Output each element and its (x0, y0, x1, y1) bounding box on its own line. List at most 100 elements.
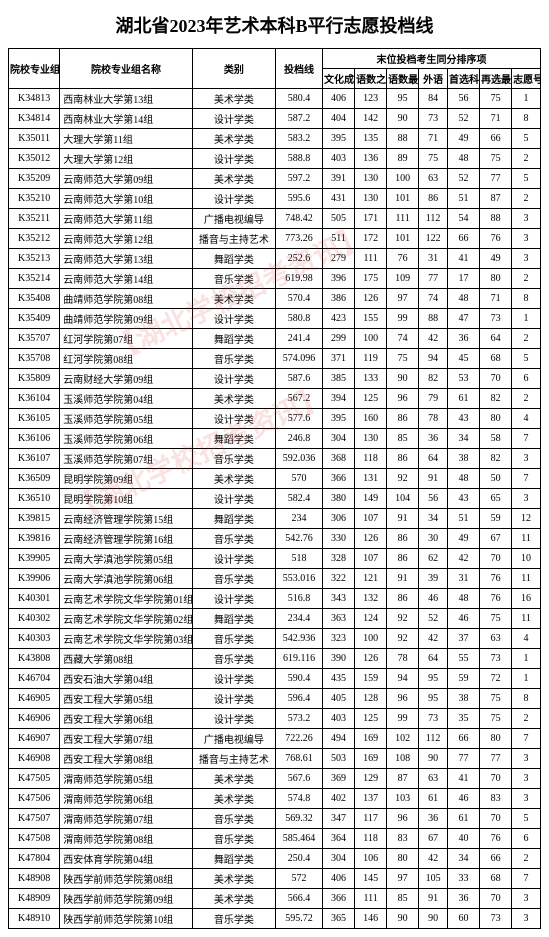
cell: 567.2 (276, 389, 323, 409)
cell: 70 (480, 809, 512, 829)
cell: 88 (480, 209, 512, 229)
cell: 77 (419, 269, 448, 289)
cell: 播音与主持艺术 (192, 229, 275, 249)
cell: 70 (480, 369, 512, 389)
cell: K46906 (9, 709, 60, 729)
cell: K46704 (9, 669, 60, 689)
cell: K35708 (9, 349, 60, 369)
cell: 设计学类 (192, 109, 275, 129)
cell: 设计学类 (192, 589, 275, 609)
cell: 117 (355, 809, 387, 829)
cell: K35809 (9, 369, 60, 389)
cell: 111 (387, 209, 419, 229)
table-row: K35708红河学院第08组音乐学类574.096371119759445685 (9, 349, 541, 369)
cell: K47508 (9, 829, 60, 849)
cell: 76 (480, 829, 512, 849)
cell: 402 (323, 789, 355, 809)
page-wrap: 湖北省2023年艺术本科B平行志愿投档线 【湖北学校招考资讯】 【湖北学校招考资… (8, 12, 541, 929)
cell: 73 (419, 709, 448, 729)
cell: 108 (387, 749, 419, 769)
table-row: K39906云南大学滇池学院第06组音乐学类553.01632212191393… (9, 569, 541, 589)
cell: 36 (448, 329, 480, 349)
cell: 76 (480, 589, 512, 609)
cell: 设计学类 (192, 549, 275, 569)
table-row: K40302云南艺术学院文华学院第02组舞蹈学类234.436312492524… (9, 609, 541, 629)
cell: 107 (355, 549, 387, 569)
cell: 美术学类 (192, 789, 275, 809)
cell: 2 (512, 849, 541, 869)
cell: 46 (448, 789, 480, 809)
cell: 16 (512, 589, 541, 609)
cell: 83 (387, 829, 419, 849)
cell: 124 (355, 609, 387, 629)
cell: 567.6 (276, 769, 323, 789)
cell: K35707 (9, 329, 60, 349)
cell: 8 (512, 289, 541, 309)
cell: 76 (480, 569, 512, 589)
table-row: K35011大理大学第11组美术学类583.2395135887149665 (9, 129, 541, 149)
table-row: K35214云南师范大学第14组音乐学类619.9839617510977178… (9, 269, 541, 289)
cell: 343 (323, 589, 355, 609)
cell: 50 (480, 469, 512, 489)
cell: 美术学类 (192, 469, 275, 489)
cell: 128 (355, 689, 387, 709)
table-row: K48909陕西学前师范学院第09组美术学类566.43661118591367… (9, 889, 541, 909)
cell: 77 (448, 749, 480, 769)
cell: 71 (419, 129, 448, 149)
cell: 42 (448, 549, 480, 569)
cell: 518 (276, 549, 323, 569)
table-row: K47506渭南师范学院第06组美术学类574.8402137103614683… (9, 789, 541, 809)
cell: 580.4 (276, 89, 323, 109)
cell: 41 (448, 249, 480, 269)
cell: 37 (448, 629, 480, 649)
cell: 8 (512, 109, 541, 129)
cell: 103 (387, 789, 419, 809)
cell: 4 (512, 409, 541, 429)
th-zx: 再选最高 (480, 69, 512, 89)
cell: 299 (323, 329, 355, 349)
cell: 玉溪师范学院第07组 (60, 449, 192, 469)
cell: 406 (323, 89, 355, 109)
cell: 舞蹈学类 (192, 429, 275, 449)
cell: 135 (355, 129, 387, 149)
cell: K35409 (9, 309, 60, 329)
cell: 386 (323, 289, 355, 309)
cell: 582.4 (276, 489, 323, 509)
cell: 42 (419, 849, 448, 869)
cell: 97 (387, 869, 419, 889)
table-row: K36107玉溪师范学院第07组音乐学类592.0363681188664388… (9, 449, 541, 469)
cell: 云南师范大学第11组 (60, 209, 192, 229)
cell: K46907 (9, 729, 60, 749)
cell: 2 (512, 149, 541, 169)
cell: 渭南师范学院第07组 (60, 809, 192, 829)
cell: 45 (448, 349, 480, 369)
cell: 66 (480, 129, 512, 149)
cell: 66 (448, 229, 480, 249)
cell: 323 (323, 629, 355, 649)
cell: 52 (419, 609, 448, 629)
cell: 366 (323, 889, 355, 909)
cell: K35210 (9, 189, 60, 209)
cell: 53 (448, 369, 480, 389)
cell: K36106 (9, 429, 60, 449)
cell: 76 (480, 229, 512, 249)
table-row: K35408曲靖师范学院第08组美术学类570.4386126977448718 (9, 289, 541, 309)
cell: 97 (387, 289, 419, 309)
table-row: K43808西藏大学第08组音乐学类619.116390126786455731 (9, 649, 541, 669)
cell: 90 (419, 909, 448, 929)
cell: 5 (512, 809, 541, 829)
cell: 70 (480, 549, 512, 569)
cell: 155 (355, 309, 387, 329)
cell: 126 (355, 289, 387, 309)
cell: 广播电视编导 (192, 209, 275, 229)
cell: K36510 (9, 489, 60, 509)
cell: 玉溪师范学院第06组 (60, 429, 192, 449)
cell: 365 (323, 909, 355, 929)
cell: 63 (419, 769, 448, 789)
cell: 71 (480, 109, 512, 129)
cell: 49 (448, 529, 480, 549)
th-fl: 外语 (419, 69, 448, 89)
cell: 48 (448, 149, 480, 169)
cell: 美术学类 (192, 889, 275, 909)
cell: 92 (387, 609, 419, 629)
